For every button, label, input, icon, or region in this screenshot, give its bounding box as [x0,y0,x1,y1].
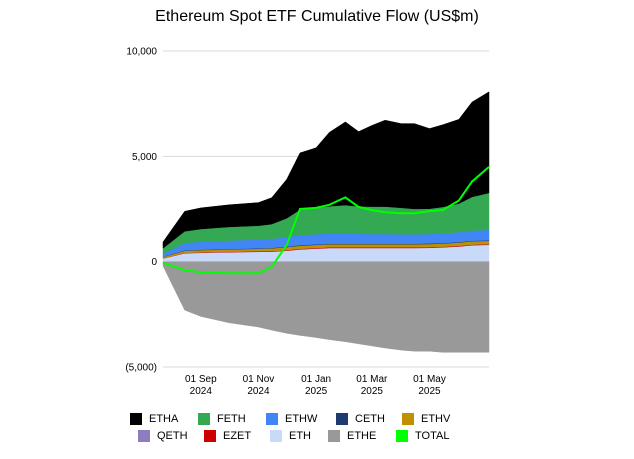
legend-item-ethw[interactable]: ETHW [266,412,336,425]
legend-item-ethv[interactable]: ETHV [402,412,468,425]
legend-row-2: QETH EZET ETH ETHE TOTAL [138,427,470,444]
legend-swatch-total [396,429,408,442]
x-tick-year: 2025 [361,386,384,397]
legend-label-etha: ETHA [149,412,179,425]
legend: ETHA FETH ETHW CETH ETHV QETH EZET [130,410,470,444]
legend-label-ethe: ETHE [347,429,377,442]
legend-label-ceth: CETH [355,412,385,425]
legend-item-ceth[interactable]: CETH [336,412,402,425]
legend-item-etha[interactable]: ETHA [130,412,198,425]
x-tick-label: 01 Jan [301,374,331,385]
y-tick-label: 5,000 [132,152,157,163]
x-tick-year: 2024 [247,386,270,397]
x-tick-year: 2025 [305,386,328,397]
legend-swatch-feth [198,412,210,425]
chart-title: Ethereum Spot ETF Cumulative Flow (US$m) [155,8,479,25]
x-tick-year: 2024 [190,386,213,397]
x-tick-label: 01 Sep [185,374,217,385]
legend-label-ethw: ETHW [285,412,318,425]
x-tick-year: 2025 [418,386,441,397]
y-tick-label: 0 [151,257,157,268]
legend-item-total[interactable]: TOTAL [396,429,462,442]
y-tick-label: (5,000) [125,363,157,374]
legend-label-feth: FETH [217,412,246,425]
y-tick-label: 10,000 [126,47,157,58]
legend-label-ethv: ETHV [421,412,451,425]
legend-swatch-eth [270,429,282,442]
legend-label-eth: ETH [289,429,311,442]
legend-item-feth[interactable]: FETH [198,412,266,425]
line-total [162,166,490,275]
x-tick-label: 01 Mar [356,374,388,385]
legend-swatch-ethw [266,412,278,425]
legend-swatch-ezet [204,429,216,442]
legend-swatch-qeth [138,429,150,442]
legend-item-ethe[interactable]: ETHE [328,429,396,442]
legend-label-qeth: QETH [157,429,188,442]
legend-swatch-ceth [336,412,348,425]
x-tick-label: 01 Nov [243,374,275,385]
legend-label-ezet: EZET [223,429,252,442]
legend-swatch-ethe [328,429,340,442]
x-tick-label: 01 May [413,374,446,385]
legend-label-total: TOTAL [415,429,450,442]
legend-item-eth[interactable]: ETH [270,429,328,442]
legend-swatch-ethv [402,412,414,425]
legend-item-qeth[interactable]: QETH [138,429,204,442]
legend-item-ezet[interactable]: EZET [204,429,270,442]
legend-row-1: ETHA FETH ETHW CETH ETHV [130,410,470,427]
area-etha [162,91,490,249]
legend-swatch-etha [130,412,142,425]
area-ethe [162,261,490,353]
